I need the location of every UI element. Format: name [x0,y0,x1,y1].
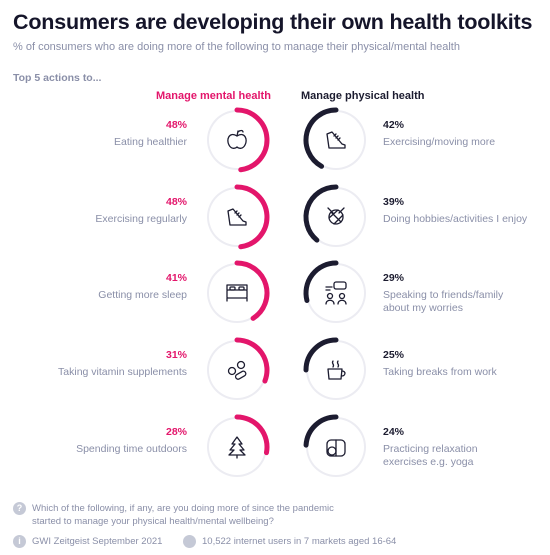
chat-people-icon [325,281,347,305]
mental-item-3: 31% Taking vitamin supplements [58,337,270,400]
item-inner-circle [209,342,265,398]
bed-icon [226,284,248,302]
mental-item-4: 28% Spending time outdoors [76,414,270,477]
pills-icon [227,360,247,380]
radial-bar-chart: 48% Eating healthier 48% Exercising regular… [58,107,528,477]
value-arc [303,184,339,243]
value-arc [234,414,270,456]
value-label: 28% [166,426,188,438]
footer-source: i GWI Zeitgeist September 2021 [13,535,162,548]
item-inner-circle [209,189,265,245]
item-inner-circle [308,342,364,398]
column-header-physical: Manage physical health [301,90,425,102]
value-label: 42% [383,119,405,131]
category-label: Taking breaks from work [383,366,498,378]
value-arc [303,337,339,373]
item-inner-circle [308,112,364,168]
value-label: 39% [383,196,405,208]
sample-text: 10,522 internet users in 7 markets aged … [202,536,397,548]
yarn-icon [327,207,345,225]
value-arc [234,107,270,173]
yoga-mat-icon [326,439,346,457]
running-shoe-icon [227,208,247,226]
value-arc [303,107,339,169]
section-label: Top 5 actions to... [13,72,102,84]
value-label: 29% [383,272,405,284]
value-label: 41% [166,272,188,284]
physical-item-3: 25% Taking breaks from work [303,337,498,400]
people-icon [183,535,196,548]
category-label: Exercising regularly [95,213,187,225]
coffee-cup-icon [327,360,346,380]
value-arc [234,260,270,321]
category-label: Eating healthier [114,136,187,148]
value-arc [234,184,270,250]
item-inner-circle [308,265,364,321]
value-arc [303,260,339,303]
tree-icon [228,436,246,459]
footer-sample: 10,522 internet users in 7 markets aged … [183,535,396,548]
item-inner-circle [209,112,265,168]
value-label: 48% [166,119,188,131]
question-icon: ? [13,502,26,515]
value-arc [234,337,270,384]
physical-item-0: 42% Exercising/moving more [303,107,495,170]
question-line-2: started to manage your physical health/m… [32,516,274,527]
category-label: about my worries [383,302,463,314]
category-label: Spending time outdoors [76,443,187,455]
source-text: GWI Zeitgeist September 2021 [32,536,163,548]
mental-item-2: 41% Getting more sleep [98,260,270,323]
apple-icon [227,129,247,149]
category-label: Taking vitamin supplements [58,366,187,378]
item-inner-circle [209,419,265,475]
category-label: Doing hobbies/activities I enjoy [383,213,528,225]
value-label: 24% [383,426,405,438]
category-label: Getting more sleep [98,289,187,301]
physical-item-1: 39% Doing hobbies/activities I enjoy [303,184,528,247]
column-header-mental: Manage mental health [156,90,271,102]
value-arc [303,414,339,448]
mental-item-0: 48% Eating healthier [114,107,270,173]
value-label: 48% [166,196,188,208]
category-label: exercises e.g. yoga [383,456,474,468]
category-label: Practicing relaxation [383,443,478,455]
category-label: Exercising/moving more [383,136,495,148]
chart-title: Consumers are developing their own healt… [13,10,533,34]
running-shoe-icon [326,131,346,149]
value-label: 31% [166,349,188,361]
value-label: 25% [383,349,405,361]
category-label: Speaking to friends/family [383,289,504,301]
chart-subtitle: % of consumers who are doing more of the… [13,41,460,53]
mental-item-1: 48% Exercising regularly [95,184,270,250]
question-line-1: Which of the following, if any, are you … [32,503,334,514]
info-icon: i [13,535,26,548]
item-inner-circle [209,265,265,321]
footer-question: ? Which of the following, if any, are yo… [13,502,334,527]
